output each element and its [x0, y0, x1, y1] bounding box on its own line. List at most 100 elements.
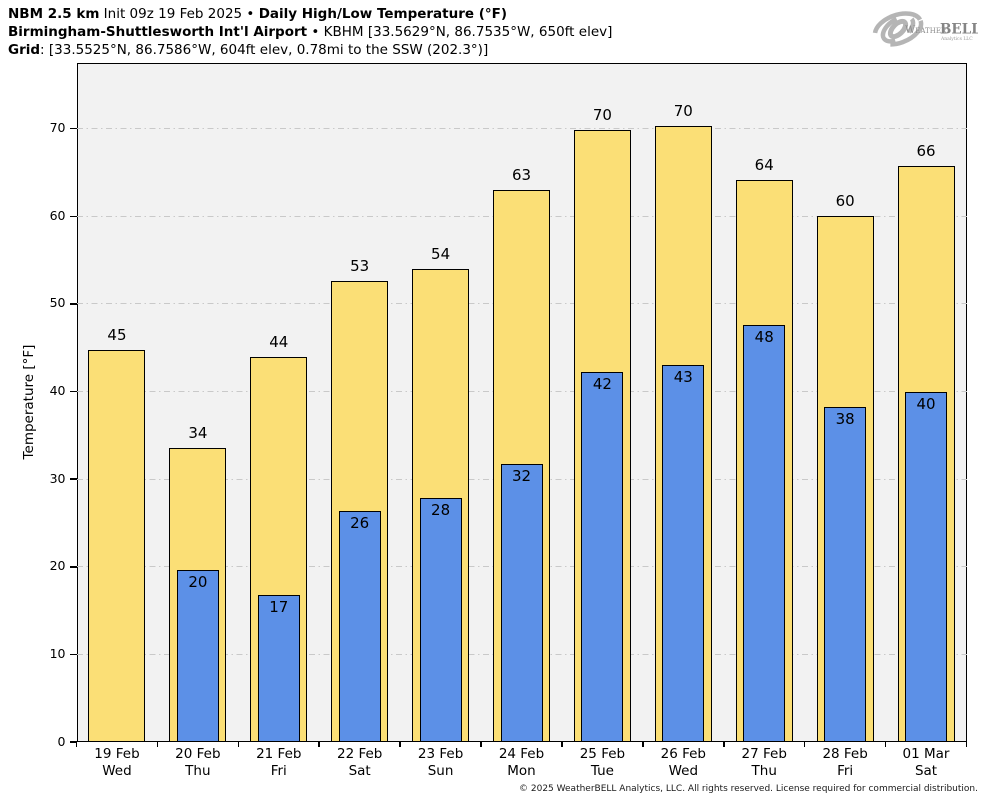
high-value-label: 64 [754, 156, 774, 175]
chart-header: NBM 2.5 km Init 09z 19 Feb 2025 • Daily … [8, 5, 612, 59]
x-day-label: Mon [507, 763, 536, 779]
y-tick-label: 30 [49, 470, 66, 486]
x-day-label: Sat [348, 763, 371, 779]
weatherbell-logo: Weather BELL Analytics LLC [872, 11, 978, 47]
low-bar [257, 594, 300, 742]
x-tick-mark [965, 742, 968, 747]
header-line-1: NBM 2.5 km Init 09z 19 Feb 2025 • Daily … [8, 5, 612, 23]
y-tick-label: 60 [49, 207, 66, 223]
x-tick-mark [399, 742, 401, 747]
low-value-label: 32 [511, 467, 532, 486]
y-tick-mark [69, 478, 77, 480]
x-date-label: 27 Feb [741, 746, 787, 762]
low-bar [419, 498, 462, 742]
header-line-3: Grid: [33.5525°N, 86.7586°W, 604ft elev,… [8, 41, 612, 59]
y-tick-mark [69, 215, 77, 218]
low-bar [743, 324, 786, 742]
logo-text-bell: BELL [940, 22, 978, 38]
y-tick-mark [69, 390, 77, 393]
x-tick-mark [884, 742, 887, 747]
y-tick-mark [69, 127, 77, 130]
high-value-label: 70 [673, 102, 693, 121]
low-value-label: 20 [188, 573, 208, 592]
low-bar [905, 392, 948, 742]
x-category-label: 19 Feb Wed [72, 746, 162, 780]
y-tick-label: 40 [49, 383, 66, 399]
low-bar [176, 570, 219, 742]
x-category-label: 26 Feb Wed [638, 746, 728, 780]
logo-text-weather: Weather [905, 25, 947, 36]
copyright-notice: © 2025 WeatherBELL Analytics, LLC. All r… [519, 784, 978, 794]
low-bar [581, 372, 624, 742]
x-category-label: 28 Feb Fri [800, 746, 890, 780]
x-tick-mark [75, 742, 78, 747]
grid-label: Grid [8, 42, 41, 58]
y-tick-label: 10 [49, 645, 66, 661]
model-name: NBM 2.5 km [8, 6, 100, 22]
x-date-label: 25 Feb [579, 746, 626, 762]
high-value-label: 70 [592, 105, 612, 124]
x-tick-mark [156, 742, 159, 747]
y-tick-mark [69, 653, 77, 656]
y-tick-mark [69, 303, 77, 305]
x-category-label: 25 Feb Tue [557, 746, 647, 780]
low-bar [500, 464, 543, 742]
x-date-label: 23 Feb [417, 746, 464, 762]
x-day-label: Sat [914, 763, 938, 779]
x-category-label: 21 Feb Fri [234, 746, 324, 780]
station-meta: • KBHM [33.5629°N, 86.7535°W, 650ft elev… [307, 24, 613, 40]
low-value-label: 38 [835, 410, 855, 429]
x-day-label: Sun [427, 763, 454, 779]
y-tick-label: 50 [49, 295, 66, 311]
low-value-label: 40 [916, 395, 936, 414]
x-date-label: 20 Feb [175, 746, 221, 762]
low-value-label: 48 [754, 327, 774, 346]
x-day-label: Wed [668, 763, 699, 779]
low-bar [824, 407, 867, 742]
low-bar [662, 365, 705, 742]
high-value-label: 44 [269, 332, 289, 351]
low-value-label: 43 [673, 368, 693, 387]
x-tick-mark [480, 742, 482, 747]
x-date-label: 19 Feb [94, 746, 140, 762]
y-tick-label: 0 [57, 733, 66, 749]
x-date-label: 21 Feb [256, 746, 302, 762]
x-date-label: 28 Feb [822, 746, 868, 762]
station-name: Birmingham-Shuttlesworth Int'l Airport [8, 24, 308, 40]
high-value-label: 63 [511, 166, 532, 185]
high-value-label: 66 [916, 142, 936, 161]
x-day-label: Fri [837, 763, 854, 779]
x-date-label: 24 Feb [498, 746, 545, 762]
high-bar [88, 350, 146, 742]
high-value-label: 45 [107, 326, 127, 345]
low-value-label: 42 [592, 375, 612, 394]
high-value-label: 54 [431, 244, 451, 263]
low-value-label: 28 [431, 501, 451, 520]
low-bar [338, 510, 381, 742]
high-value-label: 60 [835, 192, 855, 211]
x-category-label: 24 Feb Mon [477, 746, 567, 780]
high-value-label: 34 [188, 424, 208, 443]
x-tick-mark [642, 742, 644, 747]
x-tick-mark [561, 742, 563, 747]
x-tick-mark [318, 742, 320, 747]
x-category-label: 23 Feb Sun [396, 746, 486, 780]
header-line-2: Birmingham-Shuttlesworth Int'l Airport •… [8, 23, 612, 41]
x-category-label: 01 Mar Sat [881, 746, 971, 780]
y-tick-mark [69, 566, 77, 568]
x-tick-mark [723, 742, 725, 747]
gridline [76, 128, 967, 130]
y-tick-label: 70 [49, 120, 66, 136]
low-value-label: 26 [350, 513, 370, 532]
logo-text-analytics: Analytics LLC [940, 36, 973, 42]
x-date-label: 22 Feb [336, 746, 383, 762]
x-day-label: Thu [185, 763, 211, 779]
init-time: Init 09z 19 Feb 2025 • [99, 6, 259, 22]
x-day-label: Tue [590, 763, 614, 779]
high-value-label: 53 [350, 257, 370, 276]
x-category-label: 20 Feb Thu [153, 746, 243, 780]
x-day-label: Fri [270, 763, 287, 779]
product-title: Daily High/Low Temperature (°F) [258, 6, 508, 22]
x-tick-mark [803, 742, 806, 747]
x-date-label: 26 Feb [660, 746, 706, 762]
